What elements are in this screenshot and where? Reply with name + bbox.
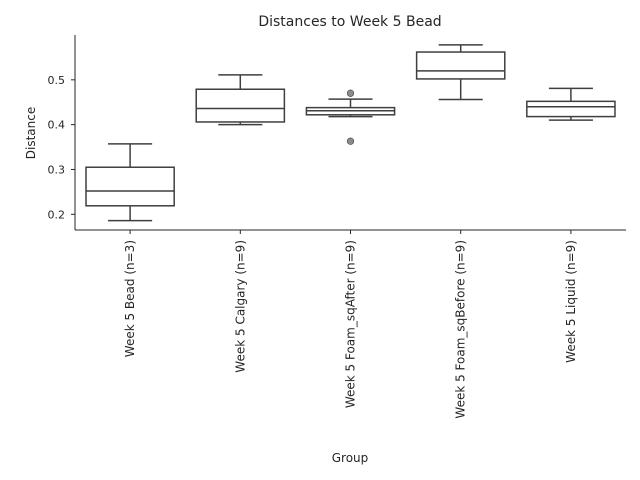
- y-tick-label: 0.2: [48, 208, 66, 221]
- x-axis-label: Group: [332, 451, 369, 465]
- y-axis-label: Distance: [24, 107, 38, 159]
- y-ticks: 0.2 0.3 0.4 0.5: [48, 74, 75, 221]
- box-iqr: [195, 88, 286, 123]
- y-tick-label: 0.4: [48, 119, 66, 132]
- box-group: [415, 44, 506, 101]
- chart-title: Distances to Week 5 Bead: [258, 14, 441, 30]
- x-tick-label: Week 5 Calgary (n=9): [233, 240, 247, 373]
- y-tick-label: 0.3: [48, 163, 66, 176]
- x-tick-label: Week 5 Liquid (n=9): [564, 240, 578, 363]
- x-tick-label: Week 5 Foam_sqAfter (n=9): [344, 240, 358, 408]
- box-iqr: [415, 51, 506, 80]
- box-group: [526, 87, 616, 121]
- box-group: [195, 74, 286, 126]
- y-tick-label: 0.5: [48, 74, 66, 87]
- box-group: [305, 89, 396, 145]
- x-tick-label: Week 5 Foam_sqBefore (n=9): [454, 240, 468, 419]
- box-iqr: [526, 100, 616, 118]
- outlier-point: [346, 89, 355, 97]
- box-iqr: [85, 166, 175, 207]
- x-ticks: Week 5 Bead (n=3) Week 5 Calgary (n=9) Wee…: [123, 230, 578, 419]
- x-tick-label: Week 5 Bead (n=3): [123, 240, 137, 357]
- boxes: [85, 44, 616, 222]
- box-group: [85, 143, 175, 222]
- outlier-point: [346, 137, 355, 145]
